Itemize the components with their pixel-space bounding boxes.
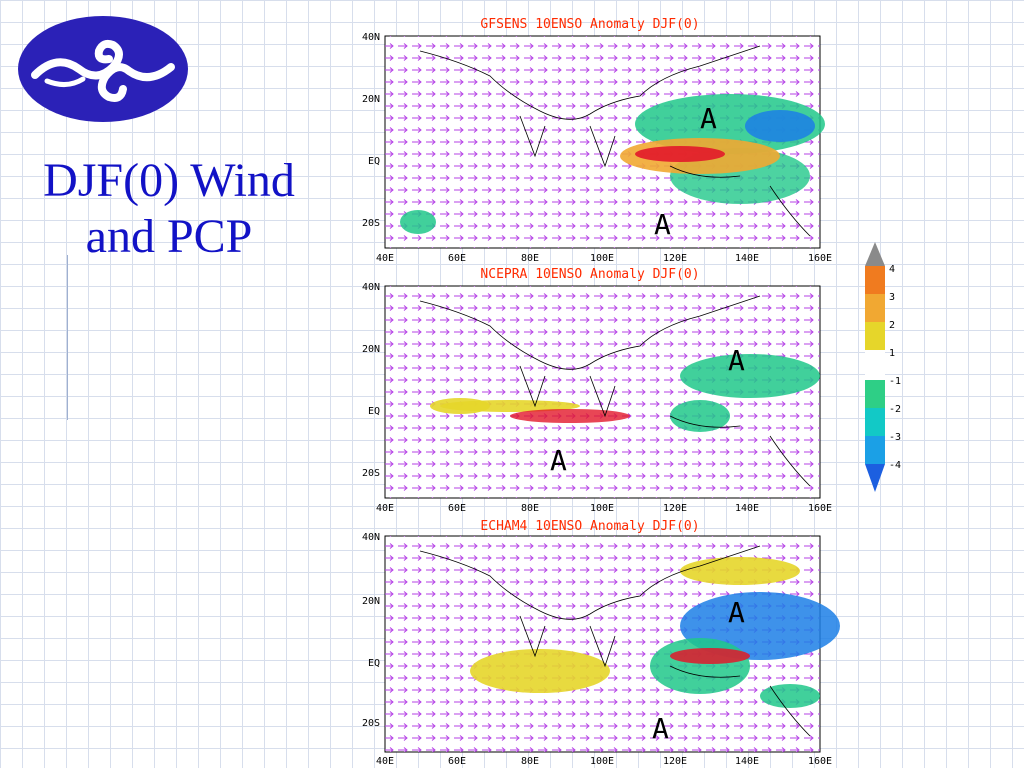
map-panel-gfsens: GFSENS 10ENSO Anomaly DJF(0) A A 40N 20N… [340, 16, 840, 266]
y-tick: EQ [368, 406, 380, 417]
slide-title-line-2: and PCP [85, 210, 253, 263]
anomaly-marker: A [652, 712, 669, 745]
x-tick: 120E [663, 253, 687, 264]
x-tick: 80E [521, 253, 539, 264]
x-tick: 140E [735, 253, 759, 264]
colorbar-label: 2 [889, 320, 895, 331]
colorbar-label: -4 [889, 460, 901, 471]
y-tick: 40N [362, 32, 380, 43]
y-tick: 20S [362, 218, 380, 229]
panel-title: ECHAM4 10ENSO Anomaly DJF(0) [480, 519, 699, 534]
map-panel-ncepra: NCEPRA 10ENSO Anomaly DJF(0) A A 40N 20N… [340, 266, 840, 516]
y-tick: 20N [362, 344, 380, 355]
x-tick: 140E [735, 756, 759, 767]
x-tick: 40E [376, 756, 394, 767]
x-tick: 100E [590, 756, 614, 767]
x-tick: 40E [376, 253, 394, 264]
colorbar-swatch [865, 350, 885, 380]
anomaly-marker: A [728, 596, 745, 629]
anomaly-marker: A [654, 208, 671, 241]
y-tick: 20N [362, 94, 380, 105]
colorbar-swatch [865, 380, 885, 408]
colorbar-label: 4 [889, 264, 895, 275]
y-tick: 40N [362, 282, 380, 293]
x-tick: 80E [521, 503, 539, 514]
slide-title: DJF(0) Wind and PCP [0, 153, 338, 265]
x-tick: 100E [590, 253, 614, 264]
anomaly-marker: A [700, 102, 717, 135]
logo-icon [17, 15, 189, 123]
y-tick: 20S [362, 718, 380, 729]
y-tick: 40N [362, 532, 380, 543]
colorbar-legend: 4 3 2 1 -1 -2 -3 -4 [855, 238, 915, 498]
x-tick: 160E [808, 756, 832, 767]
anomaly-marker: A [550, 444, 567, 477]
x-tick: 80E [521, 756, 539, 767]
x-tick: 160E [808, 503, 832, 514]
colorbar-label: -3 [889, 432, 901, 443]
slide-title-line-1: DJF(0) Wind [43, 154, 295, 207]
panel-title: GFSENS 10ENSO Anomaly DJF(0) [480, 17, 699, 32]
colorbar-swatch [865, 242, 885, 266]
anomaly-marker: A [728, 344, 745, 377]
x-tick: 60E [448, 503, 466, 514]
map-panel-echam4: ECHAM4 10ENSO Anomaly DJF(0) A A 40N 20N… [340, 516, 840, 768]
colorbar-label: 3 [889, 292, 895, 303]
y-tick: 20N [362, 596, 380, 607]
colorbar-label: -2 [889, 404, 901, 415]
colorbar-label: -1 [889, 376, 901, 387]
y-tick: 20S [362, 468, 380, 479]
x-tick: 60E [448, 253, 466, 264]
colorbar-swatch [865, 266, 885, 294]
colorbar-swatch [865, 322, 885, 350]
x-tick: 100E [590, 503, 614, 514]
x-tick: 160E [808, 253, 832, 264]
x-tick: 60E [448, 756, 466, 767]
panel-title: NCEPRA 10ENSO Anomaly DJF(0) [480, 267, 699, 282]
colorbar-swatch [865, 436, 885, 464]
colorbar-swatch [865, 408, 885, 436]
colorbar-swatch [865, 294, 885, 322]
y-tick: EQ [368, 658, 380, 669]
x-tick: 120E [663, 756, 687, 767]
colorbar-swatch [865, 464, 885, 492]
colorbar-label: 1 [889, 348, 895, 359]
x-tick: 120E [663, 503, 687, 514]
slide-grid-line [67, 255, 68, 420]
x-tick: 140E [735, 503, 759, 514]
x-tick: 40E [376, 503, 394, 514]
y-tick: EQ [368, 156, 380, 167]
